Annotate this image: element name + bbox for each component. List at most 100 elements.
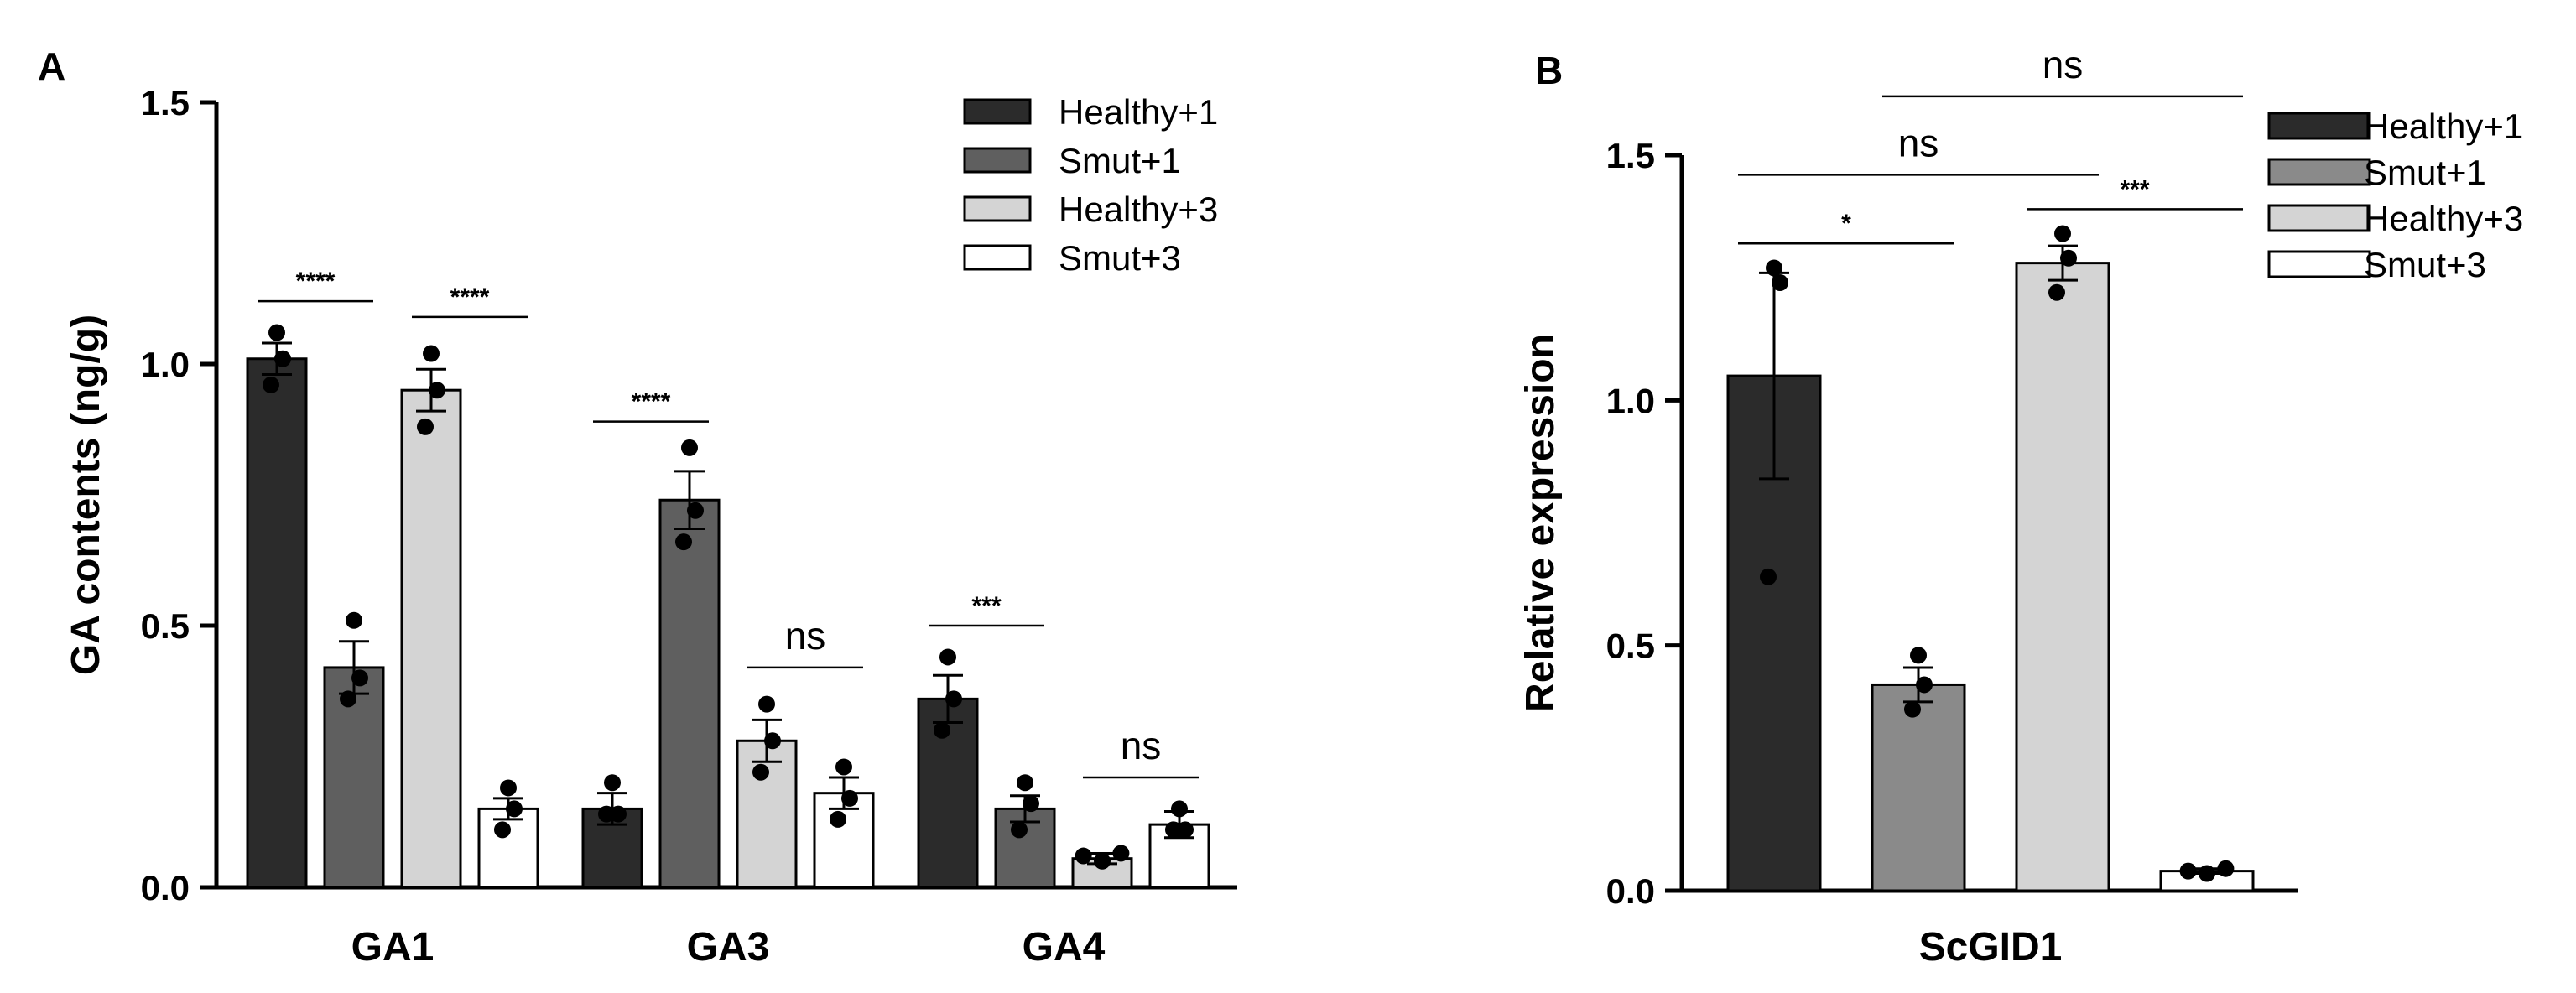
panel-a-data-point — [945, 690, 962, 708]
panel-a-legend-swatch-smut-1 — [963, 147, 1032, 174]
panel-b-y-tick-label: 1.0 — [1606, 381, 1655, 420]
panel-a-data-point — [687, 502, 704, 519]
panel-b-data-point — [1916, 676, 1933, 694]
panel-a-data-point — [263, 376, 279, 393]
panel-b-label: B — [1535, 49, 1563, 92]
panel-a-y-axis-label: GA contents (ng/g) — [64, 315, 108, 675]
panel-a-data-point — [1017, 774, 1033, 792]
panel-a-bar-smut-3-ga1 — [477, 807, 539, 889]
panel-a-data-point — [939, 648, 956, 666]
panel-b-data-point — [1766, 259, 1782, 277]
panel-b-category-label-scgid1: ScGID1 — [1919, 925, 2063, 970]
panel-b-data-point — [2048, 283, 2065, 301]
panel-b-data-point — [2060, 249, 2077, 267]
panel-a-data-point — [268, 324, 285, 341]
panel-a-category-label-ga1: GA1 — [351, 925, 435, 970]
panel-b-y-axis-label: Relative expression — [1518, 334, 1563, 712]
panel-b-legend-label-healthy-3: Healthy+3 — [2364, 199, 2523, 238]
panel-a-legend-swatch-healthy-3 — [963, 195, 1032, 222]
panel-a-data-point — [506, 800, 523, 818]
panel-b-data-point — [2217, 860, 2235, 877]
panel-b-data-point — [2199, 865, 2215, 882]
panel-a-data-point — [610, 805, 627, 823]
panel-a-data-point — [494, 821, 511, 839]
panel-a-data-point — [835, 758, 852, 776]
panel-a-data-point — [500, 779, 517, 797]
panel-b-legend-label-smut-3: Smut+3 — [2364, 245, 2486, 284]
panel-b-data-point — [1904, 700, 1921, 718]
panel-b-significance-label: * — [1841, 210, 1851, 237]
panel-b-legend-swatch-smut-3 — [2267, 250, 2371, 278]
panel-a-data-point — [681, 439, 698, 456]
chart-panel-b: 0.0 0.5 1.0 1.5 Relative expression ScGID1 * ns… — [1518, 43, 2523, 970]
panel-a-significance-label: ns — [785, 614, 826, 658]
panel-b-significance-label: ns — [2043, 43, 2084, 86]
panel-a-data-point — [764, 732, 781, 750]
panel-b-legend-swatch-healthy-1 — [2267, 112, 2371, 140]
panel-a-data-point — [1112, 845, 1130, 862]
panel-a-data-point — [758, 695, 775, 713]
panel-b-legend-swatch-smut-1 — [2267, 158, 2371, 186]
panel-a-category-label-ga4: GA4 — [1023, 925, 1106, 970]
panel-a-legend-label-smut-3: Smut+3 — [1059, 238, 1181, 278]
panel-a-legend-label-healthy-3: Healthy+3 — [1059, 190, 1218, 229]
panel-a-data-point — [423, 345, 440, 362]
panel-a-bar-healthy-1-ga1 — [246, 357, 308, 889]
panel-a-category-label-ga3: GA3 — [687, 925, 770, 970]
panel-a-label: A — [38, 44, 65, 88]
panel-b-data-point — [1760, 568, 1777, 585]
panel-b-data-point — [1910, 647, 1927, 664]
panel-a-data-point — [1094, 852, 1111, 870]
panel-a-significance-label: *** — [971, 592, 1001, 620]
panel-a-data-point — [1075, 847, 1092, 865]
panel-a-bar-healthy-3-ga3 — [736, 739, 798, 889]
panel-a-bar-healthy-3-ga1 — [400, 388, 462, 889]
panel-a-data-point — [830, 810, 846, 828]
panel-a-y-tick-label: 1.5 — [141, 83, 190, 122]
panel-b-data-point — [2179, 862, 2197, 880]
panel-a-significance-label: **** — [296, 268, 336, 295]
panel-a-data-point — [274, 350, 291, 367]
panel-a-significance-label: **** — [450, 283, 490, 311]
panel-a-y-tick-label: 1.0 — [141, 345, 190, 384]
panel-b-significance-label: *** — [2120, 175, 2149, 203]
panel-a-data-point — [934, 721, 950, 739]
panel-a-legend-swatch-healthy-1 — [963, 98, 1032, 125]
panel-a-data-point — [1177, 821, 1194, 839]
panel-a-legend-swatch-smut-3 — [963, 244, 1032, 271]
panel-a-data-point — [675, 533, 692, 551]
panel-a-data-point — [340, 690, 356, 708]
panel-b-legend-label-healthy-1: Healthy+1 — [2364, 107, 2523, 146]
panel-a-data-point — [417, 418, 434, 435]
panel-a-data-point — [351, 669, 368, 687]
panel-a-data-point — [429, 382, 445, 399]
panel-a-data-point — [1023, 795, 1039, 813]
panel-a-y-tick-label: 0.5 — [141, 606, 190, 646]
panel-a-data-point — [604, 774, 621, 792]
panel-a-legend-label-healthy-1: Healthy+1 — [1059, 92, 1218, 132]
panel-a-data-point — [346, 611, 362, 629]
panel-a-bar-smut-1-ga3 — [658, 498, 721, 889]
panel-b-y-tick-label: 1.5 — [1606, 136, 1655, 175]
panel-a-data-point — [1011, 821, 1028, 839]
panel-b-data-point — [1772, 274, 1788, 292]
panel-b-legend-swatch-healthy-3 — [2267, 204, 2371, 232]
panel-b-y-tick-label: 0.5 — [1606, 626, 1655, 666]
panel-a-y-tick-label: 0.0 — [141, 868, 190, 907]
panel-b-bar-healthy-3-scgid1 — [2015, 262, 2110, 892]
panel-b-y-tick-label: 0.0 — [1606, 871, 1655, 911]
panel-a-data-point — [598, 805, 615, 823]
panel-b-significance-label: ns — [1898, 121, 1939, 164]
panel-a-legend-label-smut-1: Smut+1 — [1059, 141, 1181, 180]
panel-a-data-point — [841, 789, 858, 807]
panel-a-significance-label: ns — [1121, 724, 1162, 767]
panel-a-data-point — [1171, 800, 1188, 818]
panel-a-data-point — [1165, 821, 1182, 839]
panel-a-significance-label: **** — [632, 388, 671, 416]
panel-b-data-point — [2054, 225, 2071, 242]
chart-panel-a: 0.0 0.5 1.0 1.5 GA contents (ng/g) GA1 GA3 GA4 *… — [64, 83, 1237, 970]
panel-b-legend-label-smut-1: Smut+1 — [2364, 153, 2486, 192]
panel-a-data-point — [752, 763, 769, 781]
